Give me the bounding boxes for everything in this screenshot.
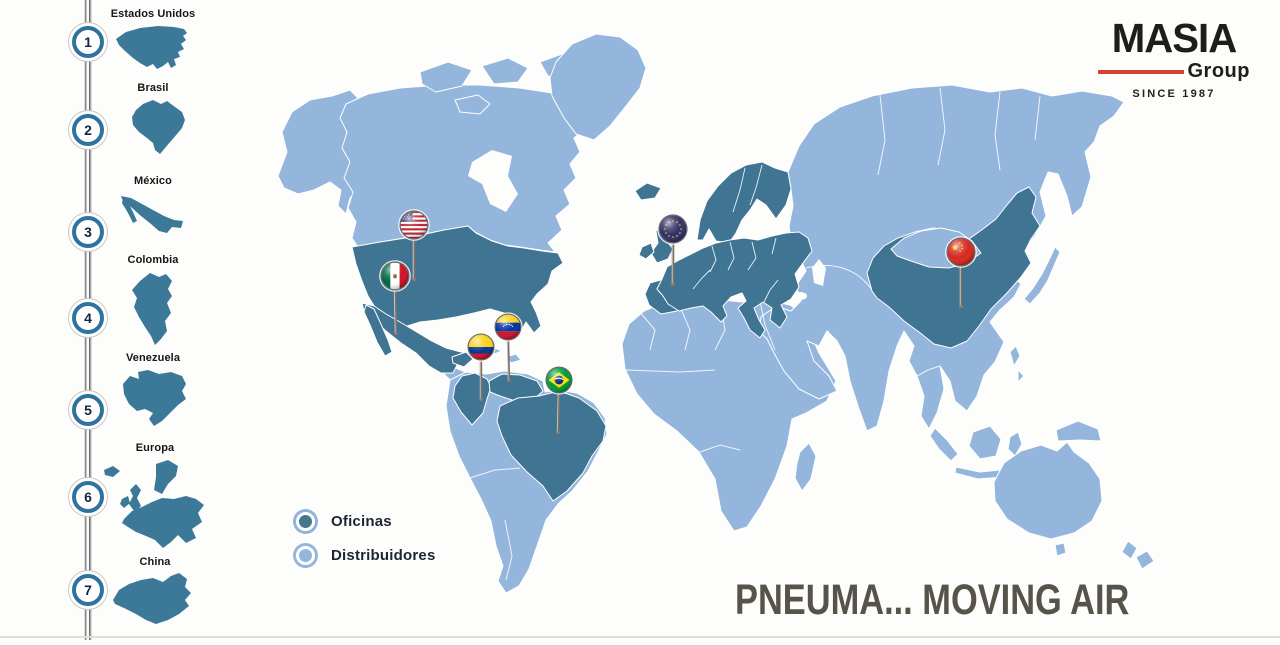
legend-offices: Oficinas bbox=[296, 512, 435, 531]
tagline: PNEUMA... MOVING AIR bbox=[735, 576, 1130, 624]
country-ireland bbox=[638, 242, 655, 260]
country-label: China bbox=[139, 556, 171, 568]
silhouette-europe-icon bbox=[104, 460, 204, 548]
arctic-island bbox=[454, 94, 491, 115]
map-pins bbox=[379, 209, 977, 434]
island-philippines bbox=[1017, 369, 1025, 383]
pin-venezuela[interactable] bbox=[493, 312, 523, 382]
arctic-island bbox=[419, 61, 473, 93]
sidebar-item-china: China bbox=[105, 556, 205, 629]
country-new-zealand bbox=[1121, 540, 1138, 560]
legend-offices-label: Oficinas bbox=[331, 513, 392, 530]
logo-row: Group bbox=[1098, 60, 1250, 83]
logo-group-text: Group bbox=[1187, 60, 1250, 82]
pin-colombia[interactable] bbox=[466, 332, 496, 401]
silhouette-brazil-icon bbox=[132, 100, 185, 154]
legend-distributors-label: Distribuidores bbox=[331, 547, 436, 564]
masia-logo: MASIA Group SINCE 1987 bbox=[1098, 18, 1250, 100]
country-japan bbox=[1023, 246, 1061, 305]
island-philippines bbox=[1009, 345, 1021, 367]
country-label: Colombia bbox=[127, 254, 179, 266]
sidebar-item-europa: Europa bbox=[95, 442, 215, 553]
silhouette-colombia-icon bbox=[132, 273, 172, 345]
badge-1: 1 bbox=[72, 26, 104, 58]
pin-china[interactable] bbox=[945, 236, 977, 308]
badge-3: 3 bbox=[72, 216, 104, 248]
distributors-dot-icon bbox=[296, 546, 315, 565]
badge-number: 3 bbox=[84, 224, 92, 240]
country-label: Europa bbox=[135, 442, 175, 454]
legend-distributors: Distribuidores bbox=[296, 546, 435, 565]
silhouette-mexico-icon bbox=[121, 196, 183, 233]
map-legend: Oficinas Distribuidores bbox=[296, 512, 435, 580]
badge-number: 7 bbox=[84, 582, 92, 598]
offices-dot-icon bbox=[296, 512, 315, 531]
pin-europe[interactable] bbox=[657, 213, 689, 286]
region-europe-mainland bbox=[656, 231, 813, 339]
island-java bbox=[954, 466, 1004, 480]
country-new-zealand bbox=[1135, 550, 1155, 570]
badge-5: 5 bbox=[72, 394, 104, 426]
island-borneo bbox=[968, 425, 1002, 460]
country-label: Venezuela bbox=[125, 352, 181, 364]
badge-4: 4 bbox=[72, 302, 104, 334]
badge-number: 4 bbox=[84, 310, 92, 326]
border-lines bbox=[469, 87, 1041, 581]
badge-number: 5 bbox=[84, 402, 92, 418]
island-tasmania bbox=[1054, 542, 1067, 557]
sidebar-item-venezuela: Venezuela bbox=[105, 352, 201, 431]
badge-number: 2 bbox=[84, 122, 92, 138]
badge-6: 6 bbox=[72, 481, 104, 513]
sidebar-item-mexico: México bbox=[108, 175, 198, 240]
badge-2: 2 bbox=[72, 114, 104, 146]
europe-borders bbox=[692, 164, 779, 303]
land-offices bbox=[351, 161, 1041, 502]
sidebar-item-brasil: Brasil bbox=[108, 82, 198, 159]
arctic-island bbox=[481, 57, 529, 85]
pin-usa[interactable] bbox=[398, 209, 430, 281]
badge-7: 7 bbox=[72, 574, 104, 606]
country-australia bbox=[993, 441, 1103, 540]
island-madagascar bbox=[794, 442, 817, 492]
badge-number: 1 bbox=[84, 34, 92, 50]
silhouette-china-icon bbox=[113, 573, 191, 624]
badge-number: 6 bbox=[84, 489, 92, 505]
logo-since: SINCE 1987 bbox=[1132, 88, 1216, 100]
island-sumatra bbox=[929, 427, 959, 462]
pin-brazil[interactable] bbox=[544, 365, 574, 434]
pin-mexico[interactable] bbox=[379, 260, 411, 335]
country-greenland bbox=[549, 33, 647, 141]
country-label: Estados Unidos bbox=[110, 8, 196, 20]
island-sulawesi bbox=[1007, 431, 1023, 457]
region-yucatan bbox=[451, 351, 474, 368]
silhouette-usa-icon bbox=[116, 26, 187, 69]
logo-name: MASIA bbox=[1111, 15, 1238, 61]
logo-red-line bbox=[1098, 69, 1184, 74]
bottom-divider bbox=[0, 636, 1280, 638]
island-new-guinea bbox=[1055, 420, 1102, 442]
country-china bbox=[866, 186, 1041, 349]
region-baja bbox=[363, 304, 393, 357]
country-label: México bbox=[134, 175, 172, 187]
sidebar-item-estados-unidos: Estados Unidos bbox=[103, 8, 203, 73]
silhouette-venezuela-icon bbox=[123, 370, 186, 426]
country-iceland bbox=[634, 182, 662, 201]
sidebar-item-colombia: Colombia bbox=[108, 254, 198, 349]
country-label: Brasil bbox=[137, 82, 169, 94]
